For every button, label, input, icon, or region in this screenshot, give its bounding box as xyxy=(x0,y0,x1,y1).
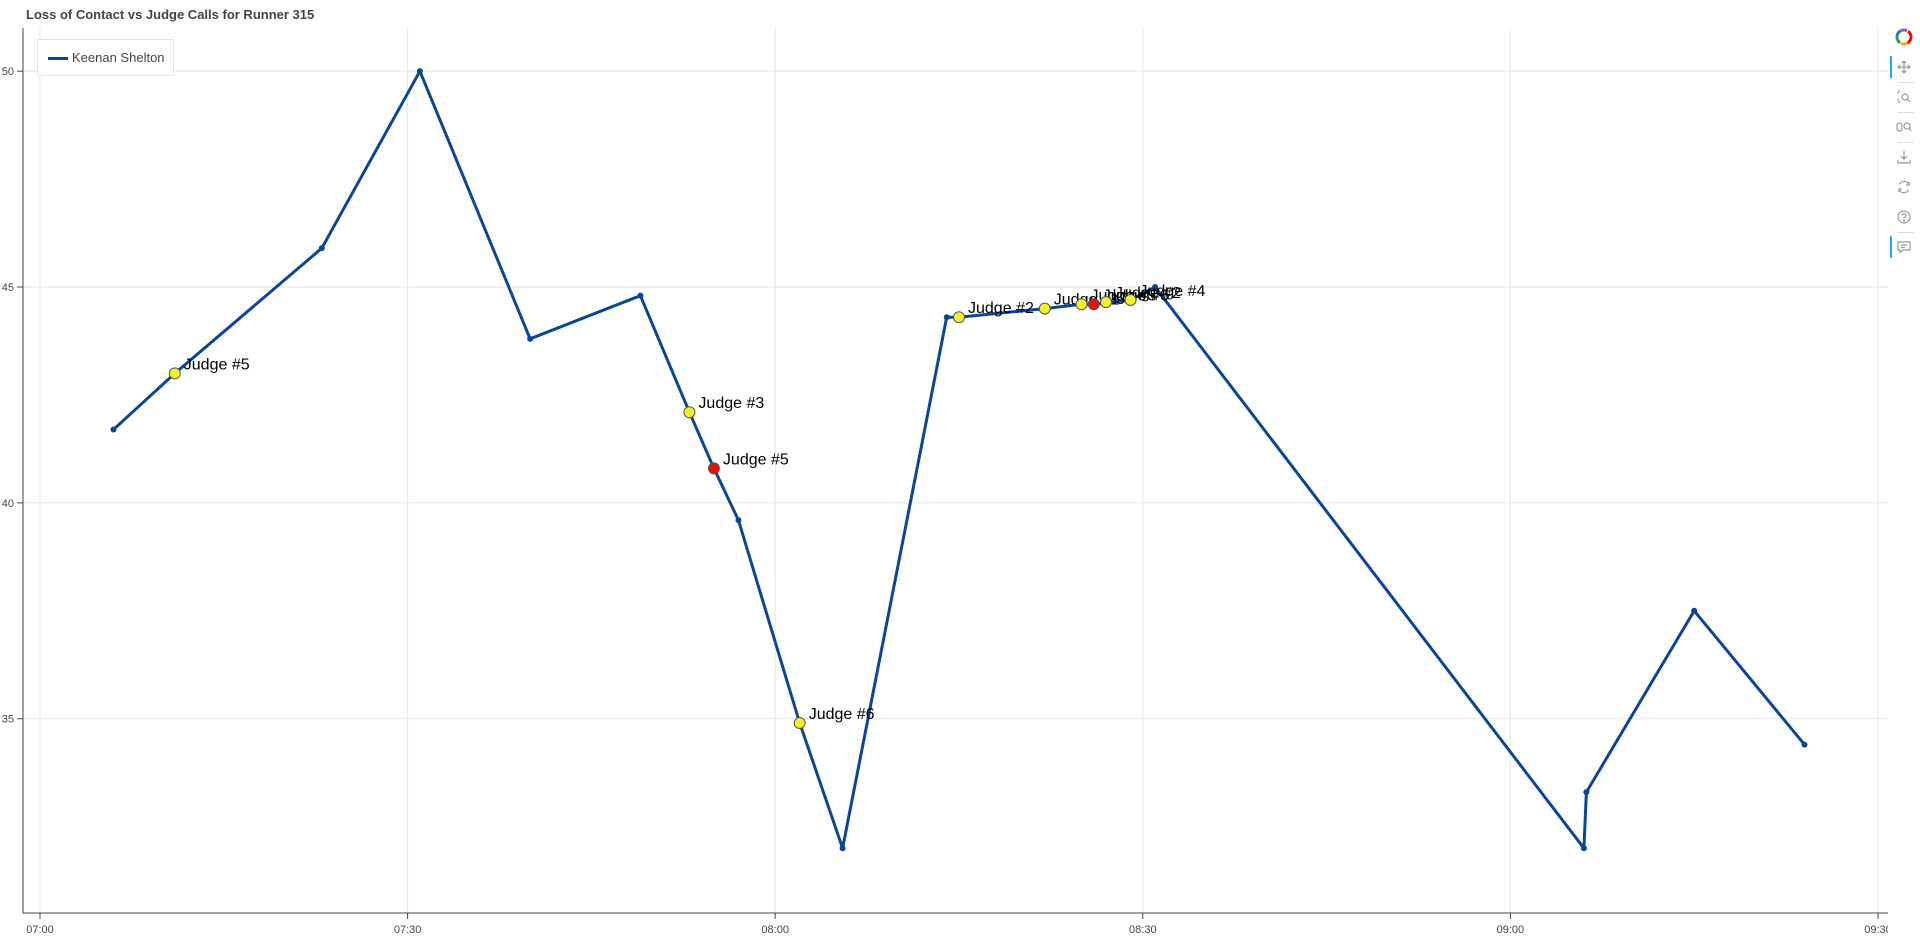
grid xyxy=(23,28,1888,913)
help-tool-icon[interactable] xyxy=(1890,206,1918,228)
x-tick-label: 08:30 xyxy=(1129,924,1157,936)
judge-call-label: Judge #6 xyxy=(809,706,875,723)
judge-call-marker xyxy=(793,717,806,730)
y-tick-label: 45 xyxy=(2,282,14,294)
data-point xyxy=(1691,607,1698,614)
judge-call-label: Judge #5 xyxy=(184,356,250,373)
judge-call-marker xyxy=(1038,302,1051,315)
x-tick-label: 08:00 xyxy=(761,924,789,936)
data-point xyxy=(318,245,325,252)
x-tick-label: 09:30 xyxy=(1864,924,1888,936)
x-tick-label: 07:00 xyxy=(26,924,54,936)
y-tick-label: 35 xyxy=(2,714,14,726)
judge-calls-layer: Judge #5 Judge #3 Judge #5 Judge #6 Judge #2… xyxy=(168,283,1206,730)
box-zoom-tool-icon[interactable] xyxy=(1890,86,1918,108)
data-point xyxy=(943,314,950,321)
legend-swatch xyxy=(48,57,68,60)
y-tick-label: 40 xyxy=(2,498,14,510)
judge-call-label: Judge #2 xyxy=(968,300,1034,317)
hover-tool-icon[interactable] xyxy=(1890,236,1918,258)
judge-call-marker xyxy=(1075,298,1088,311)
series-line xyxy=(112,69,1806,850)
judge-call-marker xyxy=(1124,293,1137,306)
data-point xyxy=(1152,284,1159,291)
data-point xyxy=(110,426,117,433)
data-point xyxy=(1580,845,1587,852)
chart-title: Loss of Contact vs Judge Calls for Runne… xyxy=(26,7,315,22)
judge-call-marker xyxy=(1087,298,1100,311)
judge-call-label: Judge #4 xyxy=(1140,283,1206,300)
data-point xyxy=(839,845,846,852)
wheel-zoom-tool-icon[interactable] xyxy=(1890,116,1918,138)
toolbar xyxy=(1890,26,1918,266)
judge-call-marker xyxy=(953,311,965,324)
judge-call-marker xyxy=(707,462,720,475)
reset-tool-icon[interactable] xyxy=(1890,176,1918,198)
data-point xyxy=(735,517,742,524)
x-tick-label: 09:00 xyxy=(1497,924,1525,936)
y-tick-label: 50 xyxy=(2,66,14,78)
judge-call-marker xyxy=(1100,296,1113,309)
judge-call-label: Judge #6 xyxy=(1103,287,1169,304)
data-point xyxy=(416,68,423,75)
save-tool-icon[interactable] xyxy=(1890,146,1918,168)
series-layer xyxy=(110,68,1808,852)
judge-call-label: Judge #3 xyxy=(698,395,764,412)
data-point xyxy=(527,335,534,342)
data-point xyxy=(1801,741,1808,748)
legend: Keenan Shelton xyxy=(37,39,174,76)
x-tick-label: 07:30 xyxy=(394,924,422,936)
judge-call-label: Judge #5 xyxy=(723,451,789,468)
judge-call-marker xyxy=(168,367,181,380)
legend-label: Keenan Shelton xyxy=(72,50,165,65)
judge-call-marker xyxy=(683,406,696,419)
pan-tool-icon[interactable] xyxy=(1890,56,1918,78)
data-point xyxy=(1583,789,1590,796)
data-point xyxy=(637,292,644,299)
bokeh-logo-icon[interactable] xyxy=(1890,26,1918,48)
axes: 07:00 07:30 08:00 08:30 09:00 09:30 35 40 45 50 xyxy=(2,28,1888,936)
